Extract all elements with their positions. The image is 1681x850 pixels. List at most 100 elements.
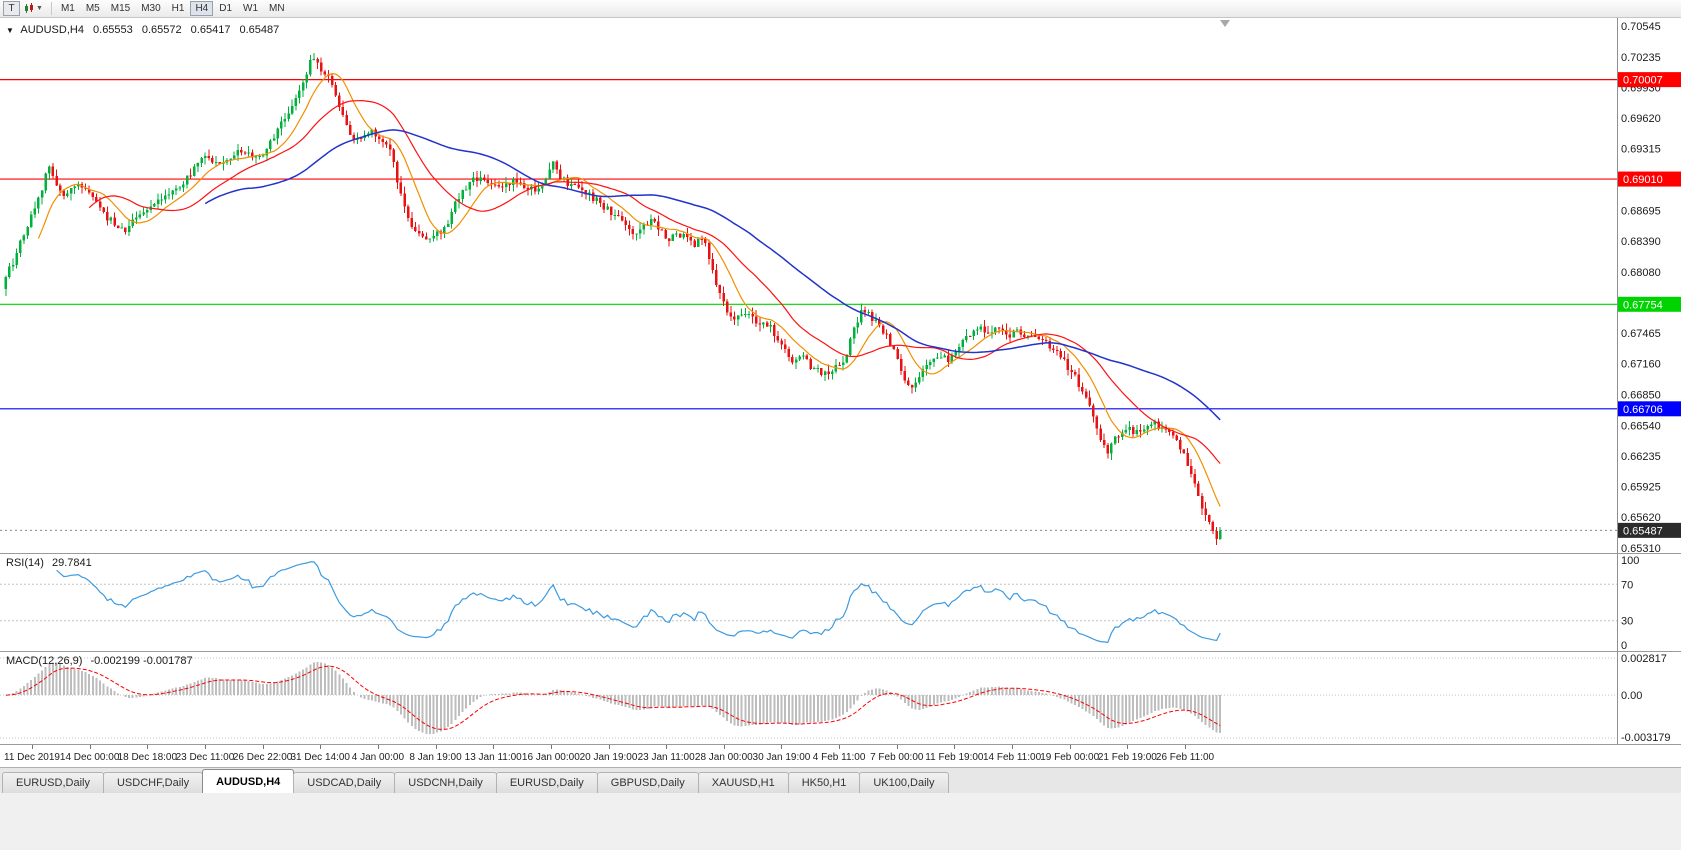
price-axis-label: 0.65310 [1621,543,1661,553]
price-axis-label: 0.67160 [1621,359,1661,371]
time-axis-label: 13 Jan 11:00 [464,752,522,763]
macd-signal-line[interactable] [5,665,1221,730]
ma-slow-line[interactable] [204,129,1221,421]
time-axis-label: 26 Dec 22:00 [232,752,293,763]
tab-uk100-daily[interactable]: UK100,Daily [859,772,949,793]
tab-eurusd-daily[interactable]: EURUSD,Daily [2,772,104,793]
price-axis-label: 0.68695 [1621,205,1661,217]
timeframe-h4[interactable]: H4 [190,1,214,16]
tab-audusd-h4[interactable]: AUDUSD,H4 [202,769,295,793]
time-axis-label: 4 Feb 11:00 [812,752,866,763]
text-tool-button[interactable]: T [3,1,20,16]
macd-canvas[interactable]: 0.002817 0.00 -0.003179 [0,652,1681,744]
quote-high: 0.65572 [141,24,182,36]
chart-tab-bar: EURUSD,Daily USDCHF,Daily AUDUSD,H4 USDCAD,… [0,767,1681,793]
ma-medium-line[interactable] [88,99,1221,464]
timeframe-m30[interactable]: M30 [136,1,165,16]
time-axis-tick [1012,745,1014,749]
tab-xauusd-h1[interactable]: XAUUSD,H1 [697,772,789,793]
price-axis-label: 0.68390 [1621,236,1661,248]
candlestick-icon [25,3,33,13]
price-chart-pane[interactable]: 0.705450.702350.699300.696200.693150.690… [0,18,1681,553]
price-level-badge [1618,296,1681,312]
time-axis-label: 14 Dec 00:00 [59,752,120,763]
time-axis-label: 21 Feb 19:00 [1097,752,1157,763]
timeframe-h1[interactable]: H1 [167,1,190,16]
time-axis-tick [1185,745,1186,749]
macd-axis-label: 0.002817 [1621,653,1667,665]
time-axis-tick [204,745,206,749]
tab-usdcad-daily[interactable]: USDCAD,Daily [293,772,396,793]
time-axis-label: 19 Feb 00:00 [1040,752,1100,763]
current-price-badge-label: 0.65487 [1623,525,1663,537]
time-axis-tick [89,745,91,749]
time-axis-label: 18 Dec 18:00 [117,752,178,763]
time-axis-tick [723,745,725,749]
rsi-line[interactable] [56,561,1221,644]
rsi-value: 29.7841 [51,557,92,569]
time-axis-tick [435,745,437,749]
timeframe-m5[interactable]: M5 [81,1,105,16]
rsi-indicator-pane[interactable]: 100 70 30 0 [0,553,1681,651]
macd-value: -0.002199 -0.001787 [90,655,193,667]
quote-open: 0.65553 [93,24,133,36]
candles[interactable] [4,52,1222,546]
time-axis-label: 11 Feb 19:00 [925,752,984,763]
price-level-badge-label: 0.69010 [1623,174,1663,186]
price-chart-canvas[interactable]: 0.705450.702350.699300.696200.693150.690… [0,18,1681,553]
chart-shift-marker[interactable] [1220,20,1230,27]
price-axis-label: 0.69315 [1621,144,1661,156]
chart-dropdown-icon[interactable]: ▼ [6,26,14,35]
tab-hk50-h1[interactable]: HK50,H1 [787,772,861,793]
timeframe-w1[interactable]: W1 [238,1,263,16]
timeframe-d1[interactable]: D1 [214,1,237,16]
rsi-axis-label: 70 [1621,579,1633,591]
rsi-axis-label: 100 [1621,555,1639,567]
time-axis-tick [377,745,379,749]
macd-name: MACD(12,26,9) [6,655,83,667]
rsi-canvas[interactable]: 100 70 30 0 [0,554,1681,651]
price-axis-label: 0.65925 [1621,482,1661,494]
tab-usdchf-daily[interactable]: USDCHF,Daily [102,772,204,793]
time-axis-label: 8 Jan 19:00 [409,752,462,763]
time-axis-tick [493,745,495,749]
price-level-badge-label: 0.70007 [1623,75,1663,87]
rsi-axis-label: 30 [1621,616,1633,628]
current-price-badge [1618,522,1681,538]
macd-indicator-pane[interactable]: 0.002817 0.00 -0.003179 [0,651,1681,744]
time-axis-label: 11 Dec 2019 [4,752,60,763]
time-axis-label: 20 Jan 19:00 [579,752,638,763]
price-level-badge [1618,171,1681,187]
chevron-down-icon: ▼ [36,5,43,12]
time-axis-tick [1069,745,1071,749]
tab-gbpusd-daily[interactable]: GBPUSD,Daily [596,772,699,793]
time-axis-label: 26 Feb 11:00 [1155,752,1215,763]
macd-histogram[interactable] [6,661,1222,735]
price-axis-label: 0.66540 [1621,420,1661,432]
toolbar-separator [50,2,52,15]
price-axis-label: 0.66235 [1621,451,1661,463]
time-axis-tick [839,745,841,749]
timeframe-m15[interactable]: M15 [106,1,135,16]
timeframe-mn[interactable]: MN [264,1,290,16]
price-level-badge [1618,401,1681,417]
tab-eurusd-daily[interactable]: EURUSD,Daily [495,772,598,793]
time-axis-label: 23 Dec 11:00 [175,752,235,763]
timeframe-m1[interactable]: M1 [56,1,80,16]
time-axis-tick [666,745,668,749]
time-axis-tick [896,745,898,749]
price-axis-label: 0.66850 [1621,389,1661,401]
ma-fast-line[interactable] [37,72,1221,507]
time-axis-label: 4 Jan 00:00 [351,752,405,763]
rsi-axis-label: 0 [1621,640,1627,651]
time-axis-label: 30 Jan 19:00 [752,752,811,763]
chart-title: ▼ AUDUSD,H4 0.65553 0.65572 0.65417 0.65… [6,24,285,36]
chart-type-button[interactable]: ▼ [20,1,47,16]
time-axis-tick [1127,745,1129,749]
timeframe-button-group: M1 M5 M15 M30 H1 H4 D1 W1 MN [56,1,290,16]
tab-usdcnh-daily[interactable]: USDCNH,Daily [394,772,497,793]
price-axis-label: 0.68080 [1621,267,1661,279]
time-axis-label: 16 Jan 00:00 [521,752,580,763]
price-axis-label: 0.70235 [1621,52,1661,64]
